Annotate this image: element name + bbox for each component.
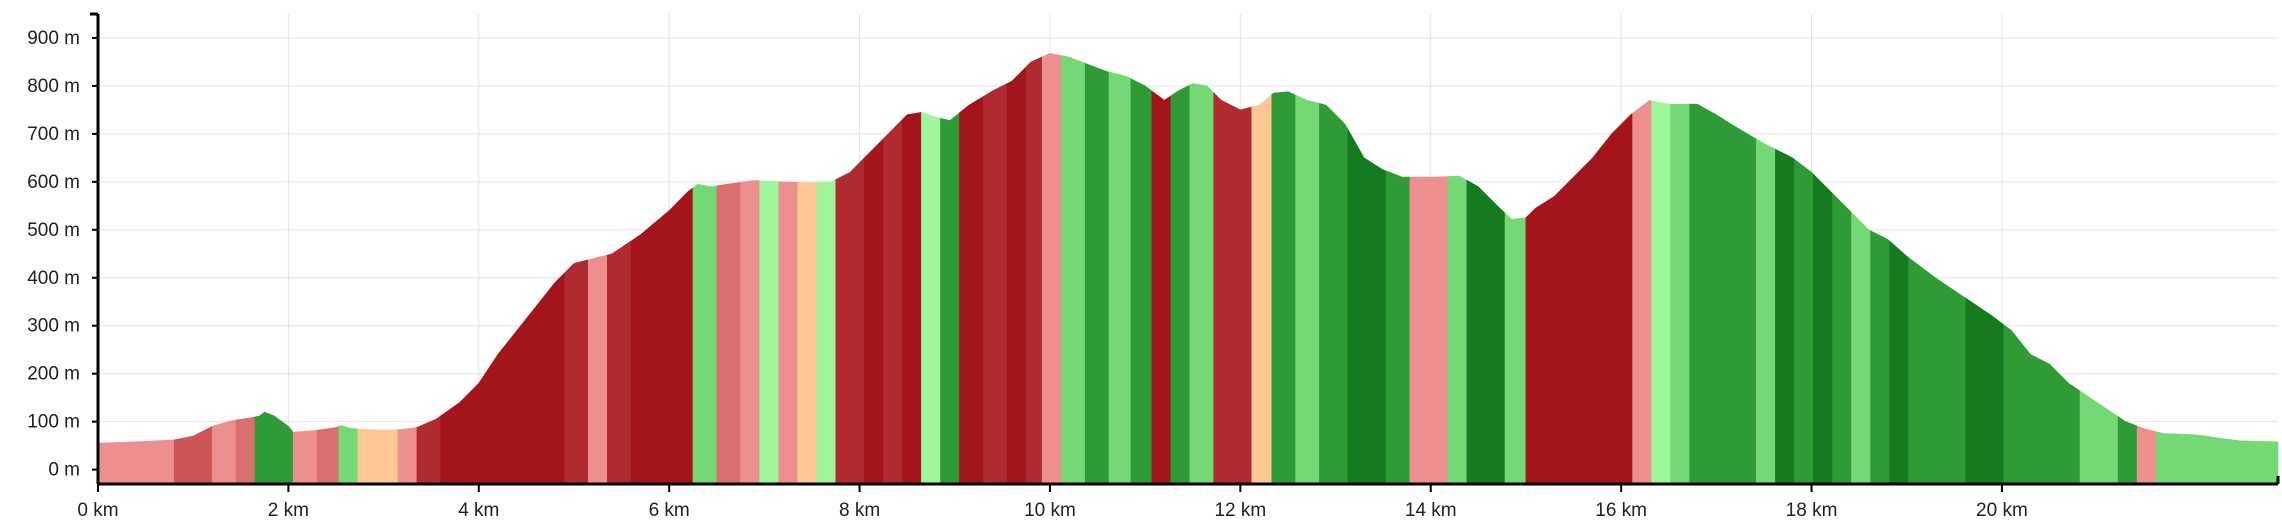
axes-layer — [90, 12, 2280, 492]
gradient-segment — [1189, 83, 1214, 485]
x-tick-label: 4 km — [458, 500, 499, 521]
gradient-segment — [173, 425, 213, 485]
x-tick-label: 20 km — [1976, 500, 2028, 521]
x-tick-label: 14 km — [1405, 500, 1457, 521]
gradient-segment — [778, 181, 798, 485]
gradient-segment — [397, 427, 418, 485]
gradient-segment — [338, 425, 359, 485]
y-tick-label: 200 m — [27, 364, 80, 385]
gradient-segment — [883, 118, 903, 485]
gradient-segment — [254, 411, 294, 485]
gradient-segment — [716, 181, 741, 485]
gradient-segment — [959, 95, 984, 485]
gradient-segment — [1466, 179, 1506, 485]
gradient-segment — [1251, 94, 1273, 485]
gradient-segment — [1130, 78, 1153, 485]
gradient-segment — [983, 83, 1008, 485]
gradient-segment — [1775, 148, 1795, 485]
gradient-segment — [1689, 103, 1757, 485]
y-tick-label: 0 m — [48, 460, 80, 481]
gradient-segment — [357, 428, 399, 485]
gradient-segment — [692, 183, 718, 485]
x-tick-label: 8 km — [839, 500, 880, 521]
gradient-segment — [2155, 431, 2279, 485]
y-tick-label: 500 m — [27, 220, 80, 241]
y-tick-label: 900 m — [27, 28, 80, 49]
x-tick-label: 6 km — [649, 500, 690, 521]
gradient-segment — [316, 425, 340, 485]
gradient-segment — [1151, 90, 1172, 485]
gradient-segment — [740, 180, 760, 485]
gradient-segment — [1042, 52, 1062, 485]
gradient-segment — [864, 137, 884, 485]
tick-label-layer: 0 m 100 m 200 m 300 m 400 m 500 m 600 m 700 m 80… — [27, 28, 2028, 521]
x-tick-label: 18 km — [1786, 500, 1838, 521]
gradient-segment — [564, 259, 589, 485]
x-tick-label: 10 km — [1024, 500, 1076, 521]
y-tick-label: 600 m — [27, 172, 80, 193]
gradient-segment — [1756, 138, 1776, 485]
gradient-segment — [1504, 212, 1527, 485]
gradient-segment — [1319, 103, 1349, 485]
gradient-segment — [902, 111, 922, 485]
x-tick-label: 12 km — [1214, 500, 1266, 521]
gradient-segment — [2079, 390, 2119, 485]
gradient-segment — [1170, 84, 1191, 485]
gradient-segment — [97, 439, 175, 485]
gradient-segment — [921, 111, 941, 485]
gradient-segment — [1409, 176, 1449, 485]
y-tick-label: 100 m — [27, 412, 80, 433]
elevation-area-layer — [97, 52, 2279, 485]
y-tick-label: 700 m — [27, 124, 80, 145]
gradient-segment — [235, 416, 256, 485]
gradient-segment — [1889, 240, 1909, 485]
y-tick-label: 400 m — [27, 268, 80, 289]
gradient-segment — [1271, 91, 1296, 485]
gradient-segment — [2136, 425, 2157, 485]
gradient-segment — [1447, 175, 1468, 485]
y-tick-label: 800 m — [27, 76, 80, 97]
gradient-segment — [1851, 211, 1871, 485]
gradient-segment — [1813, 173, 1833, 485]
y-tick-label: 300 m — [27, 316, 80, 337]
gradient-segment — [1832, 192, 1852, 485]
gradient-segment — [211, 419, 237, 485]
gradient-segment — [797, 181, 817, 485]
x-tick-label: 16 km — [1595, 500, 1647, 521]
gradient-segment — [1525, 112, 1633, 485]
gradient-segment — [1061, 55, 1086, 485]
gradient-segment — [816, 179, 837, 485]
gradient-segment — [2117, 415, 2138, 485]
gradient-segment — [440, 272, 565, 485]
gradient-segment — [1108, 71, 1132, 485]
gradient-segment — [1347, 128, 1387, 485]
gradient-segment — [416, 415, 441, 485]
gradient-segment — [292, 429, 318, 485]
gradient-segment — [940, 112, 960, 485]
gradient-segment — [759, 180, 779, 485]
gradient-segment — [588, 254, 608, 485]
gradient-segment — [1794, 158, 1814, 485]
gradient-segment — [1965, 297, 2005, 485]
gradient-segment — [1670, 103, 1690, 485]
gradient-segment — [835, 157, 865, 485]
gradient-segment — [1908, 256, 1967, 485]
gradient-segment — [1632, 99, 1652, 485]
x-tick-label: 0 km — [77, 500, 118, 521]
x-tick-label: 2 km — [268, 500, 309, 521]
gradient-segment — [2003, 324, 2081, 485]
gradient-segment — [1295, 94, 1320, 485]
gradient-segment — [1025, 56, 1043, 485]
gradient-segment — [1006, 66, 1027, 485]
gradient-segment — [1385, 170, 1411, 485]
gradient-segment — [607, 240, 632, 485]
gradient-segment — [630, 187, 694, 485]
gradient-segment — [1213, 91, 1253, 485]
gradient-segment — [1651, 100, 1671, 485]
gradient-segment — [1870, 230, 1890, 485]
gradient-segment — [1084, 62, 1110, 485]
